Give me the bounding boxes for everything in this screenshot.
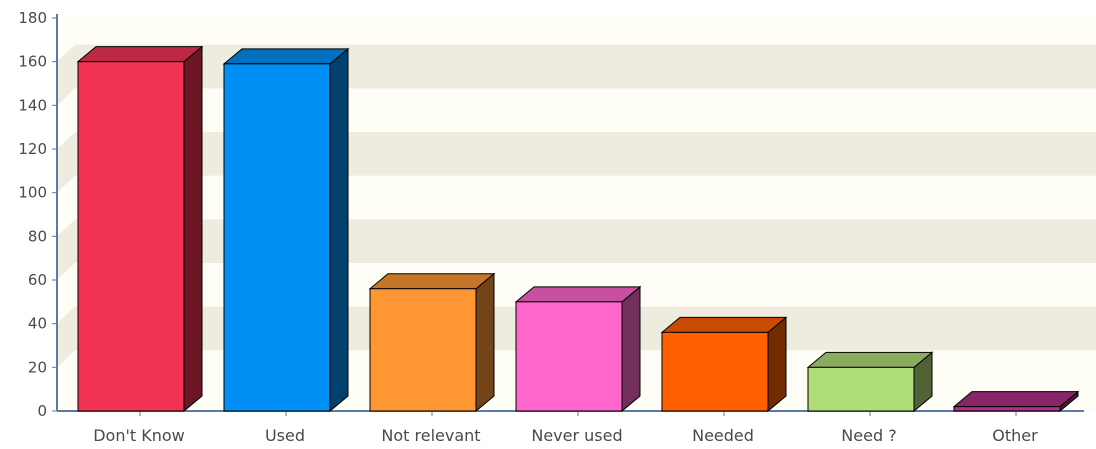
y-tick-label: 60: [28, 271, 47, 289]
bar-top: [222, 48, 350, 65]
bar-side: [329, 47, 349, 413]
y-tick-label: 140: [18, 96, 47, 114]
bar: [514, 285, 642, 413]
x-tick-label: Not relevant: [381, 426, 480, 445]
bar-front: [661, 331, 769, 412]
bar: [952, 390, 1080, 413]
bar: [222, 47, 350, 413]
x-tick-label: Need ?: [841, 426, 896, 445]
y-tick-label: 80: [28, 227, 47, 245]
x-tick-label: Don't Know: [93, 426, 185, 445]
bar: [660, 316, 788, 413]
bar-top: [660, 316, 788, 333]
bar: [368, 272, 496, 413]
bar-top: [368, 273, 496, 290]
x-tick-label: Needed: [692, 426, 754, 445]
bar: [76, 45, 204, 413]
x-axis: Don't Know Used Not relevant Never used Need…: [57, 410, 1084, 445]
y-tick-label: 100: [18, 184, 47, 202]
bar-side: [767, 316, 787, 413]
bar-front: [807, 366, 915, 412]
y-tick-label: 20: [28, 358, 47, 376]
bar-front: [515, 301, 623, 412]
y-axis: 0 20 40 60 80 100 120 140 160 180: [18, 9, 58, 420]
y-tick-label: 120: [18, 140, 47, 158]
bar-top: [806, 351, 934, 368]
bar-top: [514, 286, 642, 303]
bar: [806, 351, 934, 413]
bar-front: [223, 63, 331, 412]
bars: [76, 45, 1080, 413]
bar-front: [953, 406, 1061, 412]
bar-front: [369, 288, 477, 412]
x-tick-label: Used: [265, 426, 305, 445]
y-tick-label: 180: [18, 9, 47, 27]
bar-top: [952, 391, 1080, 408]
bar-side: [475, 272, 495, 413]
bar-top: [76, 46, 204, 63]
y-tick-label: 0: [37, 402, 47, 420]
x-tick-label: Other: [992, 426, 1038, 445]
y-tick-label: 40: [28, 315, 47, 333]
x-tick-label: Never used: [531, 426, 622, 445]
bar-side: [183, 45, 203, 413]
y-tick-label: 160: [18, 53, 47, 71]
bar-front: [77, 61, 185, 412]
bar-side: [621, 285, 641, 413]
